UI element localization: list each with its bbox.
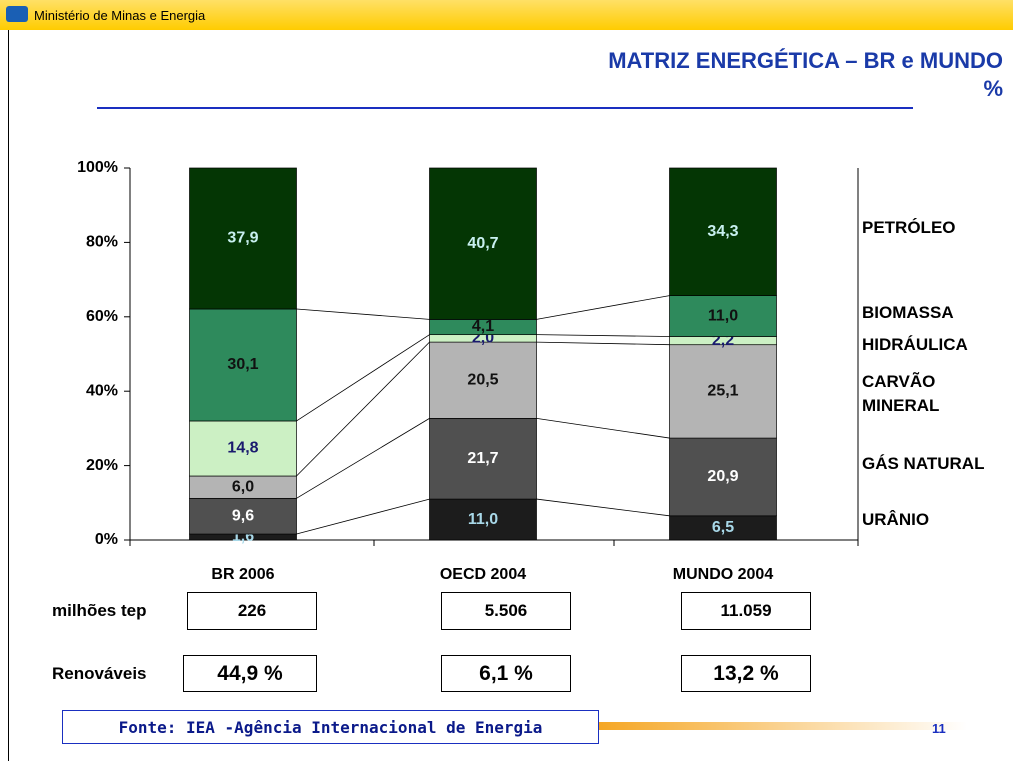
data-label: 4,1	[472, 318, 494, 335]
legend-label: GÁS NATURAL	[862, 454, 985, 473]
data-label: 40,7	[467, 235, 498, 252]
connector	[536, 417, 670, 439]
data-label: 21,7	[467, 450, 498, 467]
left-border	[8, 30, 9, 761]
y-tick-label: 20%	[86, 457, 118, 474]
connector	[296, 418, 430, 499]
y-tick-label: 0%	[95, 531, 118, 548]
x-tick-label: OECD 2004	[440, 566, 526, 583]
connector	[296, 334, 430, 422]
table-cell: 11.059	[681, 592, 811, 630]
bar-segment	[189, 167, 297, 310]
legend-label: HIDRÁULICA	[862, 335, 968, 354]
top-bar	[0, 0, 1013, 30]
bar-segment	[669, 515, 777, 541]
data-label: 9,6	[232, 507, 254, 524]
page-number: 11	[932, 721, 946, 736]
data-label: 25,1	[707, 383, 738, 400]
connector	[296, 341, 430, 477]
data-label: 30,1	[227, 356, 258, 373]
data-label: 20,5	[467, 371, 498, 388]
data-label: 34,3	[707, 223, 738, 240]
data-label: 6,5	[712, 519, 734, 536]
table-cell: 13,2 %	[681, 655, 811, 692]
chart-subtitle: %	[983, 76, 1003, 101]
connector	[296, 308, 430, 320]
bar-segment	[429, 418, 537, 500]
header: Ministério de Minas e Energia	[34, 8, 206, 23]
connector	[536, 498, 670, 517]
data-label: 6,0	[232, 478, 254, 495]
footer-source: Fonte: IEA -Agência Internacional de Ene…	[62, 710, 599, 744]
bar-segment	[669, 295, 777, 337]
title-rule	[97, 107, 913, 109]
table-cell: 6,1 %	[441, 655, 571, 692]
data-label: 14,8	[227, 440, 258, 457]
logo	[6, 6, 28, 22]
bar-segment	[189, 497, 297, 535]
y-tick-label: 60%	[86, 308, 118, 325]
data-label: 11,0	[468, 511, 498, 528]
connector	[536, 334, 670, 337]
connector	[536, 341, 670, 346]
row-label: milhões tep	[52, 601, 147, 620]
y-tick-label: 40%	[86, 382, 118, 399]
bar-segment	[429, 498, 537, 541]
connector	[296, 498, 430, 535]
y-tick-label: 100%	[77, 159, 118, 176]
bar-segment	[429, 341, 537, 419]
source-rule	[597, 722, 967, 730]
table-cell: 5.506	[441, 592, 571, 630]
table-cell: 44,9 %	[183, 655, 317, 692]
legend-label: PETRÓLEO	[862, 218, 956, 237]
chart-title: MATRIZ ENERGÉTICA – BR e MUNDO	[608, 48, 1003, 73]
legend-label: CARVÃO MINERAL	[862, 372, 940, 415]
connector	[536, 295, 670, 320]
bar-segment	[669, 437, 777, 517]
bar-segment	[429, 167, 537, 320]
data-label: 20,9	[707, 468, 738, 485]
x-tick-label: BR 2006	[211, 566, 274, 583]
data-label: 11,0	[708, 307, 738, 324]
table-cell: 226	[187, 592, 317, 630]
legend-label: BIOMASSA	[862, 303, 954, 322]
row-label: Renováveis	[52, 664, 147, 683]
bar-segment	[669, 167, 777, 296]
legend-label: URÂNIO	[862, 510, 930, 529]
x-tick-label: MUNDO 2004	[673, 566, 774, 583]
data-label: 37,9	[227, 230, 258, 247]
y-tick-label: 80%	[86, 234, 118, 251]
bar-segment	[189, 420, 297, 477]
